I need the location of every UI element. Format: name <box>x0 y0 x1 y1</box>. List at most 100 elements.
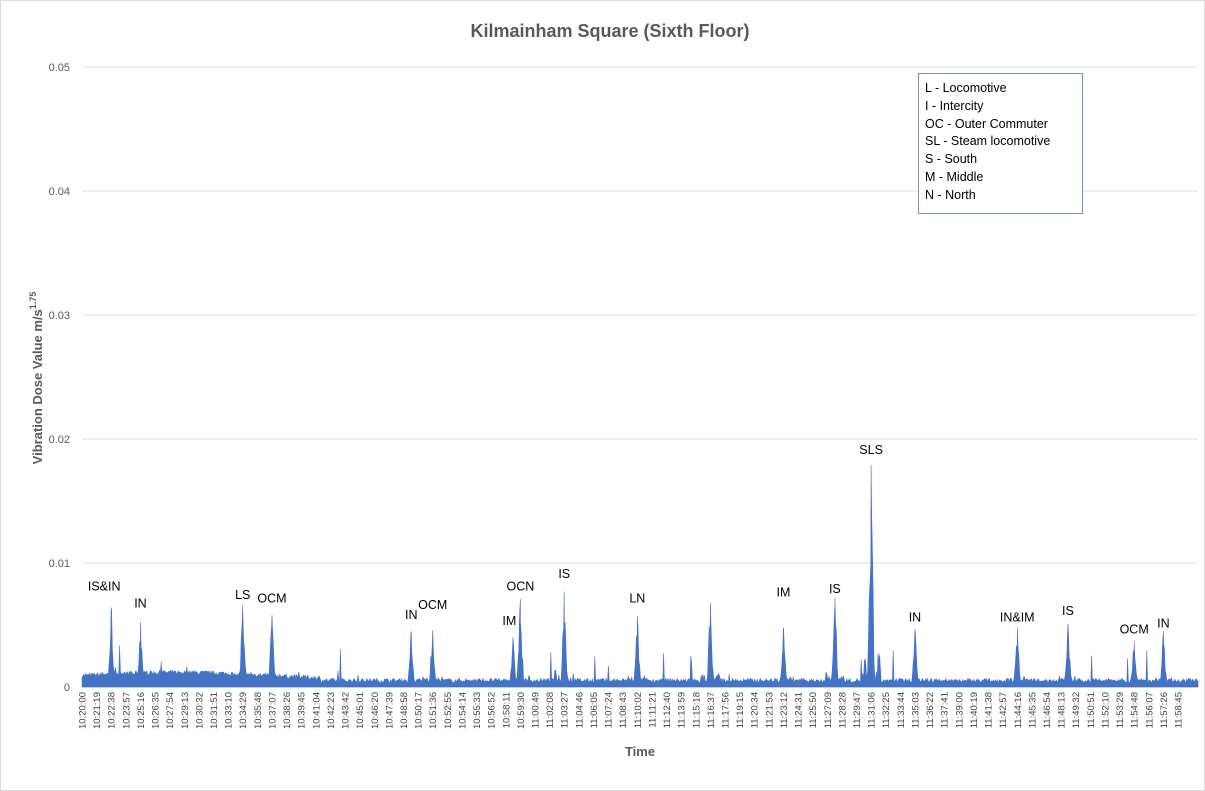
x-tick-label: 11:54:48 <box>1130 692 1141 728</box>
x-tick-label: 10:29:13 <box>180 692 191 729</box>
x-tick-label: 11:29:47 <box>852 692 863 728</box>
x-tick-label: 10:58:11 <box>501 692 512 728</box>
legend-item: SL - Steam locomotive <box>925 134 1051 149</box>
x-tick-label: 10:55:33 <box>472 692 483 729</box>
peak-annotation: IM <box>502 614 516 628</box>
x-tick-label: 11:27:09 <box>823 692 834 728</box>
y-axis-title-exponent: 1.75 <box>28 292 38 310</box>
x-tick-label: 10:30:32 <box>194 692 205 729</box>
series-vdv-line <box>81 464 1199 688</box>
x-tick-label: 11:52:10 <box>1100 692 1111 728</box>
x-tick-label: 10:27:54 <box>165 692 176 729</box>
y-tick-label: 0.04 <box>49 186 70 198</box>
x-tick-label: 11:02:08 <box>545 692 556 728</box>
x-tick-label: 11:45:35 <box>1027 692 1038 728</box>
x-tick-label: 11:49:32 <box>1071 692 1082 728</box>
x-tick-label: 11:19:15 <box>735 692 746 728</box>
y-axis-title-text: Vibration Dose Value m/s <box>30 309 45 464</box>
x-tick-label: 11:20:34 <box>750 692 761 728</box>
x-tick-label: 11:36:22 <box>925 692 936 728</box>
x-tick-label: 10:20:00 <box>78 692 89 729</box>
x-tick-label: 11:42:57 <box>998 692 1009 728</box>
x-tick-label: 10:21:19 <box>92 692 103 729</box>
x-tick-label: 10:35:48 <box>253 692 264 729</box>
x-tick-label: 11:21:53 <box>764 692 775 728</box>
x-tick-label: 11:24:31 <box>794 692 805 728</box>
x-tick-label: 10:41:04 <box>311 692 322 729</box>
x-tick-label: 11:00:49 <box>531 692 542 728</box>
x-tick-label: 11:57:26 <box>1159 692 1170 728</box>
x-tick-label: 10:31:51 <box>209 692 220 729</box>
y-tick-label: 0.03 <box>49 310 70 322</box>
chart-title: Kilmainham Square (Sixth Floor) <box>470 21 749 41</box>
x-tick-label: 11:41:38 <box>984 692 995 728</box>
peak-annotation: OCM <box>418 598 447 612</box>
legend-item: S - South <box>925 152 978 167</box>
peak-annotation: IN <box>909 610 922 624</box>
x-tick-label: 10:38:26 <box>282 692 293 729</box>
x-tick-label: 11:58:45 <box>1174 692 1185 728</box>
legend-item: OC - Outer Commuter <box>925 116 1048 131</box>
x-tick-label: 10:39:45 <box>297 692 308 729</box>
peak-annotation: IS&IN <box>88 579 121 593</box>
peak-annotation: IN <box>405 608 418 622</box>
x-tick-label: 10:42:23 <box>326 692 337 729</box>
x-tick-label: 11:16:37 <box>706 692 717 728</box>
x-axis-ticks: 10:20:00 10:21:19 10:22:38 10:23:57 10:25:16… <box>78 692 1185 729</box>
x-tick-label: 11:32:25 <box>881 692 892 728</box>
x-tick-label: 11:48:13 <box>1057 692 1068 728</box>
x-tick-label: 10:51:36 <box>428 692 439 729</box>
y-axis-ticks: 0 0.01 0.02 0.03 0.04 0.05 <box>49 62 70 694</box>
peak-annotation: OCM <box>1120 623 1149 637</box>
y-tick-label: 0.05 <box>49 62 70 74</box>
x-tick-label: 10:25:16 <box>136 692 147 729</box>
x-tick-label: 11:17:56 <box>720 692 731 728</box>
x-tick-label: 11:33:44 <box>896 692 907 728</box>
x-tick-label: 11:39:00 <box>954 692 965 728</box>
x-tick-label: 10:33:10 <box>224 692 235 729</box>
x-tick-label: 11:31:06 <box>867 692 878 728</box>
peak-annotation: IM <box>776 585 790 599</box>
x-tick-label: 10:37:07 <box>267 692 278 729</box>
y-tick-label: 0.01 <box>49 558 70 570</box>
x-tick-label: 11:44:16 <box>1013 692 1024 728</box>
x-tick-label: 10:47:39 <box>384 692 395 729</box>
x-tick-label: 10:52:55 <box>443 692 454 729</box>
y-tick-label: 0 <box>64 682 70 694</box>
x-tick-label: 10:46:20 <box>370 692 381 729</box>
legend-item: L - Locomotive <box>925 81 1007 95</box>
x-tick-label: 11:40:19 <box>969 692 980 728</box>
legend-item: I - Intercity <box>925 98 984 113</box>
peak-annotation: IN <box>1157 616 1170 630</box>
peak-annotation: IN <box>134 597 147 611</box>
x-axis-title: Time <box>625 744 655 759</box>
x-tick-label: 10:56:52 <box>487 692 498 729</box>
x-tick-label: 10:54:14 <box>457 692 468 729</box>
x-tick-label: 11:50:51 <box>1086 692 1097 728</box>
peak-annotation: IS <box>829 582 841 596</box>
peak-annotation: IS <box>1062 604 1074 618</box>
x-tick-label: 10:48:58 <box>399 692 410 729</box>
x-tick-label: 10:26:35 <box>151 692 162 729</box>
x-tick-label: 11:12:40 <box>662 692 673 728</box>
x-tick-label: 11:10:02 <box>633 692 644 728</box>
x-tick-label: 11:35:03 <box>910 692 921 728</box>
x-tick-label: 10:50:17 <box>414 692 425 729</box>
peak-annotation: LN <box>629 592 645 606</box>
x-tick-label: 11:28:28 <box>837 692 848 728</box>
x-tick-label: 11:08:43 <box>618 692 629 728</box>
x-tick-label: 11:37:41 <box>940 692 951 728</box>
x-tick-label: 10:45:01 <box>355 692 366 729</box>
x-tick-label: 11:11:21 <box>647 692 658 728</box>
x-tick-label: 10:59:30 <box>516 692 527 729</box>
peak-annotation: OCN <box>507 579 535 593</box>
x-tick-label: 10:22:38 <box>107 692 118 729</box>
x-tick-label: 11:53:29 <box>1115 692 1126 728</box>
peak-annotation: OCM <box>257 592 286 606</box>
x-tick-label: 11:23:12 <box>779 692 790 728</box>
y-axis-title: Vibration Dose Value m/s1.75 <box>28 292 45 465</box>
peak-annotation: IS <box>558 567 570 581</box>
x-tick-label: 11:56:07 <box>1144 692 1155 728</box>
